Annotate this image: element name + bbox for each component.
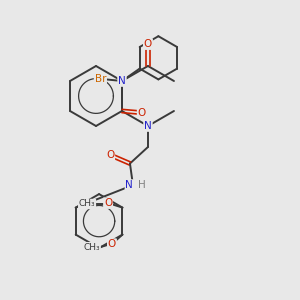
Text: CH₃: CH₃ xyxy=(79,200,95,208)
Text: O: O xyxy=(138,107,146,118)
Text: O: O xyxy=(106,149,114,160)
Text: N: N xyxy=(118,76,126,86)
Text: N: N xyxy=(144,121,152,131)
Text: O: O xyxy=(108,239,116,249)
Text: CH₃: CH₃ xyxy=(83,243,100,252)
Text: N: N xyxy=(125,180,133,190)
Text: H: H xyxy=(138,180,146,190)
Text: O: O xyxy=(104,198,112,208)
Text: O: O xyxy=(144,39,152,49)
Text: Br: Br xyxy=(94,74,106,85)
